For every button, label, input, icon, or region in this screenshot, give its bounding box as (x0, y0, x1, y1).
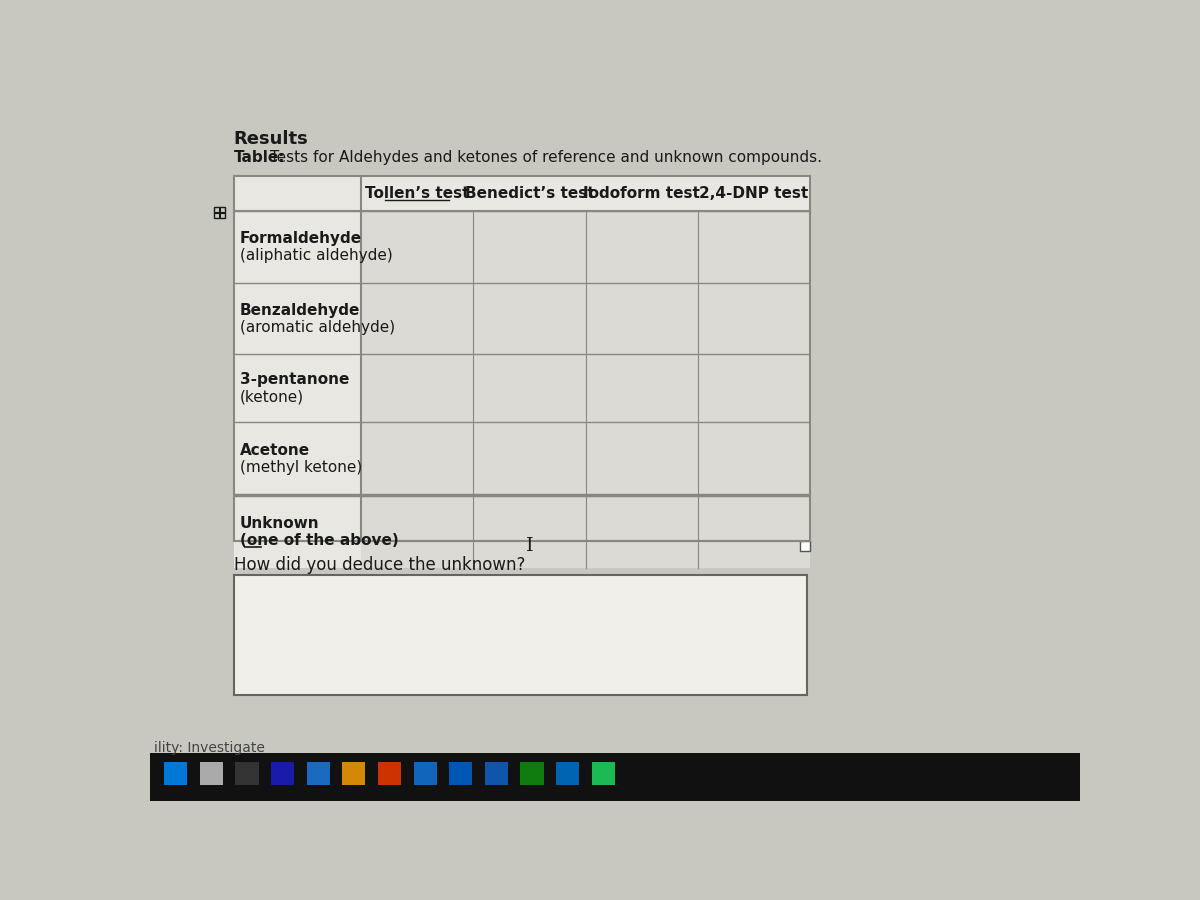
Bar (556, 761, 580, 785)
Bar (164, 761, 187, 785)
Text: ility: Investigate: ility: Investigate (154, 741, 265, 755)
Text: Formaldehyde: Formaldehyde (240, 231, 362, 246)
Text: Benedict’s test: Benedict’s test (464, 186, 594, 201)
Bar (234, 495, 361, 569)
Text: Benzaldehyde: Benzaldehyde (240, 302, 360, 318)
Bar (361, 422, 810, 495)
Bar (199, 761, 223, 785)
Text: (methyl ketone): (methyl ketone) (240, 460, 362, 474)
Bar (449, 761, 473, 785)
Text: Unknown: Unknown (240, 516, 319, 531)
Bar (235, 761, 258, 785)
Text: (one of the above): (one of the above) (240, 533, 398, 548)
Text: 2,4-DNP test: 2,4-DNP test (700, 186, 809, 201)
Bar (215, 207, 226, 218)
Text: Iodoform test: Iodoform test (583, 186, 700, 201)
Text: Tollen’s test: Tollen’s test (365, 186, 469, 201)
Text: (ketone): (ketone) (240, 389, 304, 404)
Bar (234, 283, 361, 355)
Bar (306, 761, 330, 785)
Bar (485, 761, 508, 785)
Bar (271, 761, 294, 785)
Text: Acetone: Acetone (240, 443, 310, 458)
Bar (361, 355, 810, 422)
Bar (361, 283, 810, 355)
Bar (361, 495, 810, 569)
Bar (234, 212, 361, 283)
Bar (234, 176, 810, 541)
Bar (521, 761, 544, 785)
Bar (361, 212, 810, 283)
Text: (aliphatic aldehyde): (aliphatic aldehyde) (240, 248, 392, 263)
Bar (234, 422, 361, 495)
Bar (150, 753, 1080, 801)
Bar (414, 761, 437, 785)
Bar (378, 761, 401, 785)
Bar (800, 541, 810, 551)
Text: (aromatic aldehyde): (aromatic aldehyde) (240, 320, 395, 335)
Bar (342, 761, 366, 785)
Text: I: I (526, 536, 533, 554)
Text: Tests for Aldehydes and ketones of reference and unknown compounds.: Tests for Aldehydes and ketones of refer… (265, 150, 822, 166)
Bar (592, 761, 616, 785)
Bar (234, 355, 361, 422)
Bar (234, 575, 808, 695)
Text: 3-pentanone: 3-pentanone (240, 373, 349, 387)
Bar (234, 176, 810, 211)
Text: How did you deduce the unknown?: How did you deduce the unknown? (234, 556, 526, 574)
Bar (234, 176, 810, 541)
Text: Table:: Table: (234, 150, 286, 166)
Text: Results: Results (234, 130, 308, 148)
